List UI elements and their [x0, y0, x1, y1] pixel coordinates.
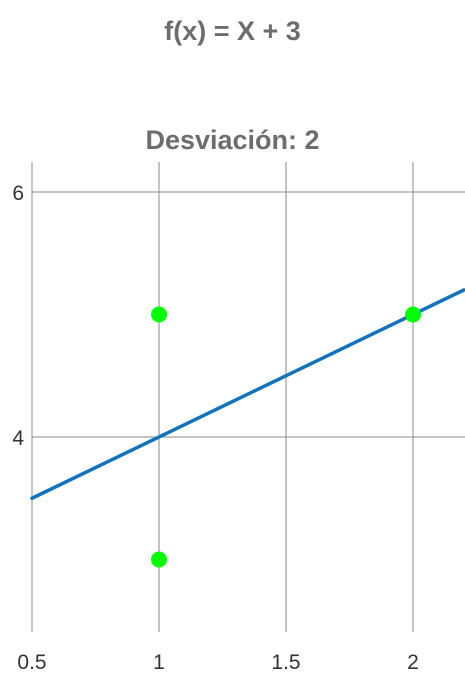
x-tick-label: 1.5 — [271, 651, 300, 674]
fit-line — [30, 288, 465, 500]
y-tick-label: 6 — [12, 182, 24, 205]
y-tick-label: 4 — [12, 427, 24, 450]
data-point — [151, 306, 167, 323]
chart-subtitle: Desviación: 2 — [145, 125, 320, 155]
x-tick-label: 2 — [407, 651, 419, 674]
x-tick-label: 0.5 — [17, 651, 46, 674]
x-tick-label: 1 — [153, 651, 165, 674]
data-point — [151, 551, 167, 568]
data-point — [405, 306, 421, 323]
function-title: f(x) = X + 3 — [164, 16, 301, 46]
